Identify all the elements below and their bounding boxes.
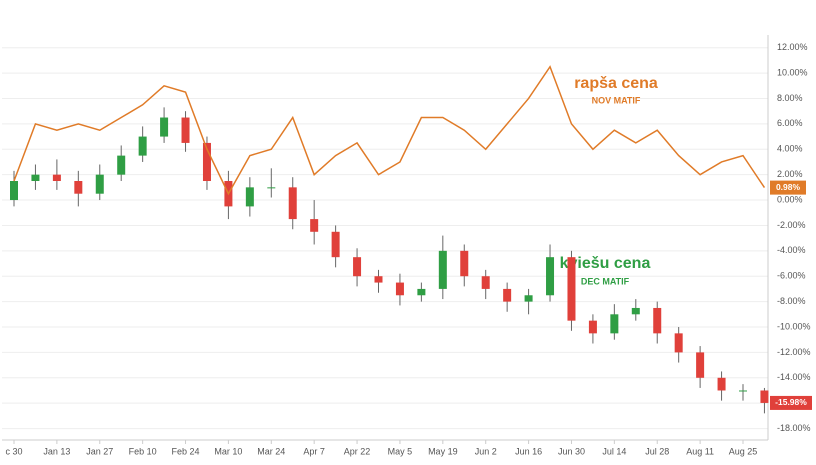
price-line [13, 65, 766, 196]
annotation: NOV MATIF [592, 95, 641, 105]
annotation: kviešu cena [560, 255, 651, 272]
candle-body [460, 250, 469, 277]
x-tick-label: Jul 28 [645, 446, 669, 456]
y-tick-label: 8.00% [777, 93, 803, 103]
end-label-box [770, 395, 812, 410]
y-tick-label: 4.00% [777, 144, 803, 154]
y-tick-label: -18.00% [777, 423, 811, 433]
x-tick-label: Jan 13 [43, 446, 70, 456]
candle-body [739, 390, 747, 392]
x-tick-label: Apr 7 [303, 446, 325, 456]
candle-body [503, 288, 512, 302]
x-tick-label: Jun 30 [558, 446, 585, 456]
y-tick-label: -12.00% [777, 347, 811, 357]
x-tick-label: May 5 [388, 446, 413, 456]
candle-body [310, 219, 319, 232]
candle-body [696, 352, 705, 378]
candle-body [267, 187, 276, 189]
candle-body [610, 314, 619, 334]
candle-body [395, 282, 404, 296]
end-label-box [770, 180, 806, 195]
x-tick-label: Feb 10 [129, 446, 157, 456]
candle-body [181, 117, 190, 143]
candle-body [245, 187, 254, 207]
candle-body [588, 320, 597, 334]
annotation: DEC MATIF [581, 276, 630, 286]
candle-body [374, 276, 383, 283]
candle-body [546, 257, 555, 296]
y-tick-label: 2.00% [777, 169, 803, 179]
candle-body [31, 174, 40, 182]
candle-body [524, 295, 533, 302]
candle-body [95, 174, 104, 194]
x-tick-label: Jul 14 [602, 446, 626, 456]
candle-body [567, 257, 576, 321]
candle-body [331, 231, 340, 258]
y-tick-label: -2.00% [777, 220, 806, 230]
x-tick-label: Mar 24 [257, 446, 285, 456]
x-tick-label: Feb 24 [172, 446, 200, 456]
candle-body [674, 333, 683, 353]
x-tick-label: Jun 16 [515, 446, 542, 456]
candle-body [481, 276, 490, 289]
x-tick-label: May 19 [428, 446, 458, 456]
end-label: -15.98% [775, 397, 807, 407]
candle-body [631, 307, 640, 315]
y-tick-label: -6.00% [777, 271, 806, 281]
candle-body [353, 257, 362, 277]
candle-body [52, 174, 61, 182]
candle-body [717, 377, 726, 391]
x-tick-label: Jun 2 [475, 446, 497, 456]
x-tick-label: Aug 11 [686, 446, 714, 456]
candle-body [438, 250, 447, 289]
y-tick-label: -8.00% [777, 296, 806, 306]
y-tick-label: 10.00% [777, 67, 808, 77]
candle-body [653, 307, 662, 334]
y-tick-label: -4.00% [777, 245, 806, 255]
x-tick-label: Mar 10 [214, 446, 242, 456]
y-tick-label: 12.00% [777, 42, 808, 52]
y-tick-label: 6.00% [777, 118, 803, 128]
y-tick-label: -10.00% [777, 321, 811, 331]
x-tick-label: c 30 [5, 446, 22, 456]
end-label: 0.98% [776, 182, 801, 192]
annotation: rapša cena [574, 75, 658, 92]
candle-body [160, 117, 169, 137]
y-tick-label: -14.00% [777, 372, 811, 382]
candle-body [10, 181, 18, 201]
x-tick-label: Jan 27 [86, 446, 113, 456]
candle-body [760, 390, 769, 403]
candle-body [74, 181, 83, 194]
x-tick-label: Aug 25 [729, 446, 758, 456]
x-tick-label: Apr 22 [344, 446, 371, 456]
y-tick-label: 0.00% [777, 194, 803, 204]
candle-body [117, 155, 126, 175]
candle-body [202, 142, 211, 182]
candle-body [288, 187, 297, 220]
candle-body [417, 288, 426, 296]
candle-body [138, 136, 147, 156]
